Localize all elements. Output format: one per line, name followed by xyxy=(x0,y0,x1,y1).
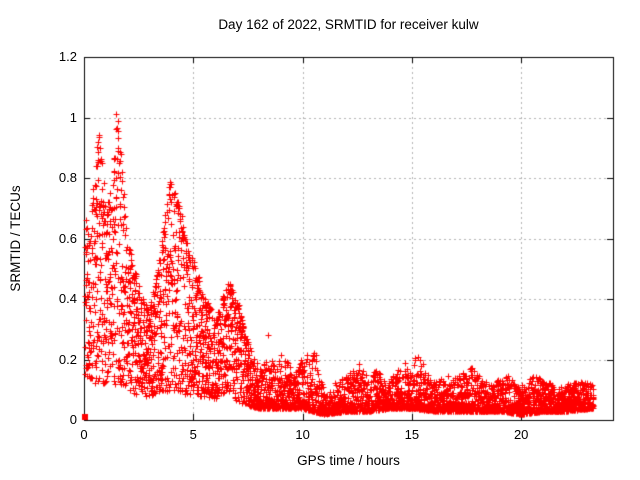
chart-title: Day 162 of 2022, SRMTID for receiver kul… xyxy=(218,17,479,32)
x-tick-label: 20 xyxy=(513,427,529,442)
y-tick-label: 1 xyxy=(69,109,77,125)
x-tick-label: 5 xyxy=(189,427,197,442)
y-tick-label: 0.6 xyxy=(58,230,77,246)
x-tick-label: 15 xyxy=(404,427,420,442)
y-tick-label: 0.8 xyxy=(58,170,77,185)
x-axis-title: GPS time / hours xyxy=(297,453,400,468)
x-tick-label: 0 xyxy=(80,427,88,442)
y-tick-label: 0.2 xyxy=(58,351,77,367)
x-tick-label: 10 xyxy=(295,427,310,442)
y-tick-label: 1.2 xyxy=(58,49,77,64)
y-tick-label: 0.4 xyxy=(58,291,77,306)
y-tick-label: 0 xyxy=(69,412,77,427)
